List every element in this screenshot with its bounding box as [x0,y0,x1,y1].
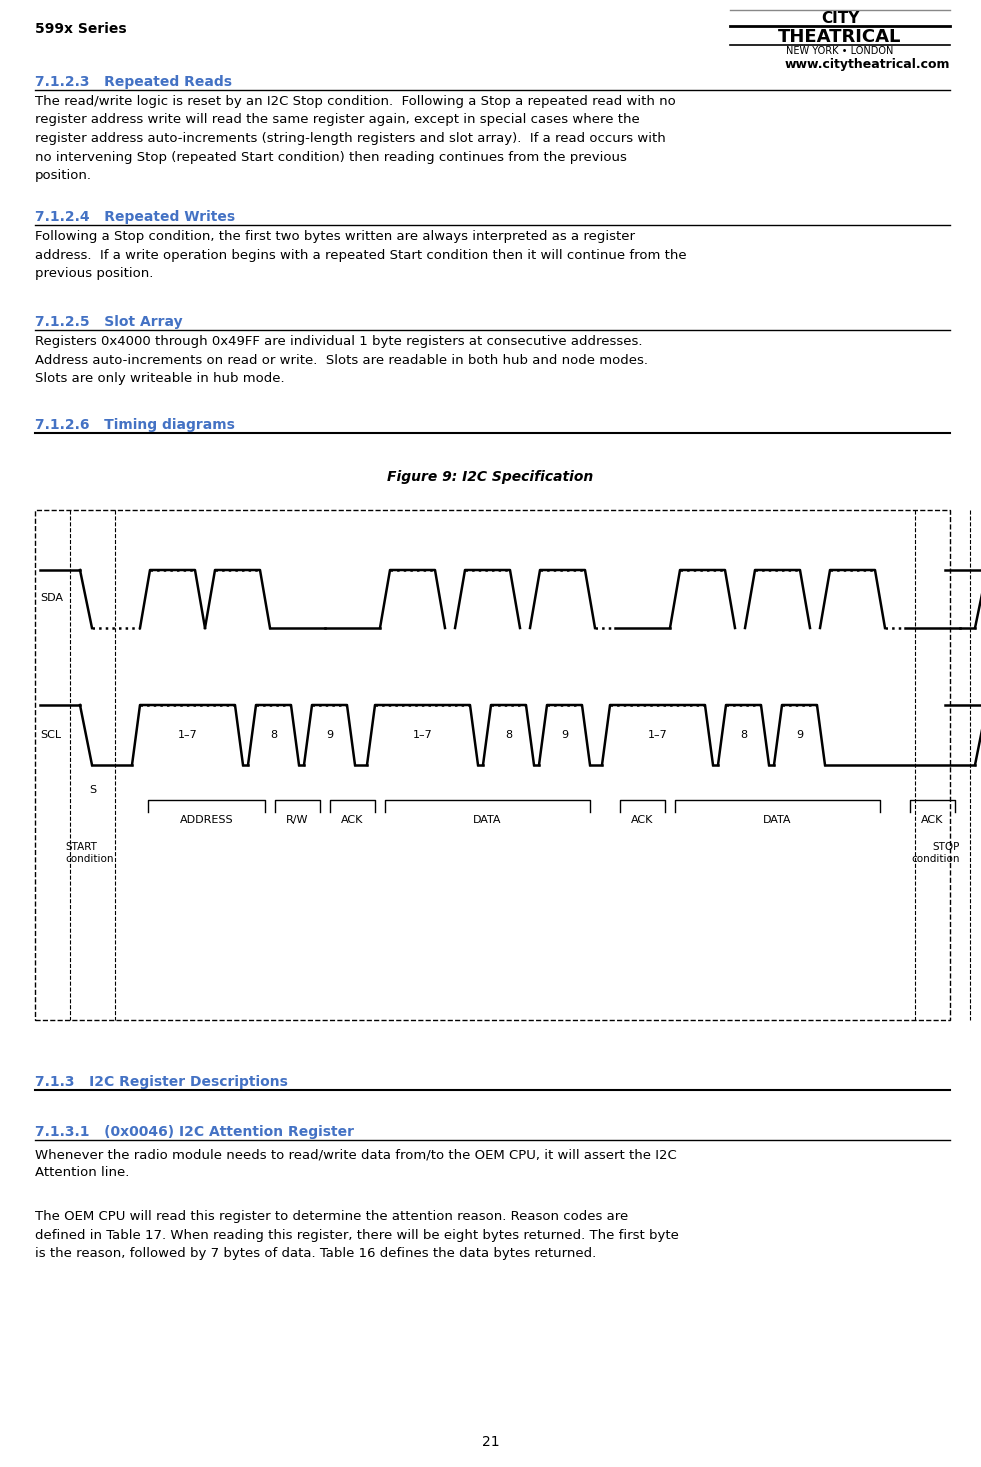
Text: 7.1.2.4   Repeated Writes: 7.1.2.4 Repeated Writes [35,210,235,224]
Text: 7.1.2.5   Slot Array: 7.1.2.5 Slot Array [35,315,182,329]
Text: CITY: CITY [821,10,859,26]
Text: 8: 8 [505,731,512,739]
Text: 9: 9 [796,731,803,739]
Text: ADDRESS: ADDRESS [180,816,233,824]
Text: Registers 0x4000 through 0x49FF are individual 1 byte registers at consecutive a: Registers 0x4000 through 0x49FF are indi… [35,334,648,384]
Text: 8: 8 [740,731,748,739]
Text: 599x Series: 599x Series [35,22,127,37]
Text: 9: 9 [326,731,334,739]
Text: 7.1.2.6   Timing diagrams: 7.1.2.6 Timing diagrams [35,418,234,431]
Text: THEATRICAL: THEATRICAL [778,28,902,45]
Text: START
condition: START condition [65,842,114,864]
Text: Figure 9: I2C Specification: Figure 9: I2C Specification [387,469,594,484]
Text: DATA: DATA [763,816,792,824]
Text: 8: 8 [270,731,277,739]
Text: ACK: ACK [341,816,364,824]
Text: SCL: SCL [40,731,61,739]
Text: 21: 21 [482,1435,499,1449]
Text: The read/write logic is reset by an I2C Stop condition.  Following a Stop a repe: The read/write logic is reset by an I2C … [35,95,676,182]
Text: The OEM CPU will read this register to determine the attention reason. Reason co: The OEM CPU will read this register to d… [35,1210,679,1260]
Text: S: S [89,785,96,795]
Text: Following a Stop condition, the first two bytes written are always interpreted a: Following a Stop condition, the first tw… [35,230,687,280]
Text: 1–7: 1–7 [647,731,667,739]
Text: DATA: DATA [473,816,501,824]
Text: 1–7: 1–7 [178,731,197,739]
Bar [35,511,950,1020]
Text: ACK: ACK [632,816,653,824]
Text: Whenever the radio module needs to read/write data from/to the OEM CPU, it will : Whenever the radio module needs to read/… [35,1149,677,1179]
Text: 9: 9 [561,731,568,739]
Text: R/W: R/W [286,816,309,824]
Text: www.citytheatrical.com: www.citytheatrical.com [785,59,950,70]
Text: 7.1.3.1   (0x0046) I2C Attention Register: 7.1.3.1 (0x0046) I2C Attention Register [35,1125,354,1138]
Text: SDA: SDA [40,593,63,603]
Text: 7.1.2.3   Repeated Reads: 7.1.2.3 Repeated Reads [35,75,232,89]
Text: 7.1.3   I2C Register Descriptions: 7.1.3 I2C Register Descriptions [35,1075,287,1089]
Text: STOP
condition: STOP condition [911,842,960,864]
Text: 1–7: 1–7 [413,731,433,739]
Text: ACK: ACK [921,816,944,824]
Text: NEW YORK • LONDON: NEW YORK • LONDON [787,45,894,56]
